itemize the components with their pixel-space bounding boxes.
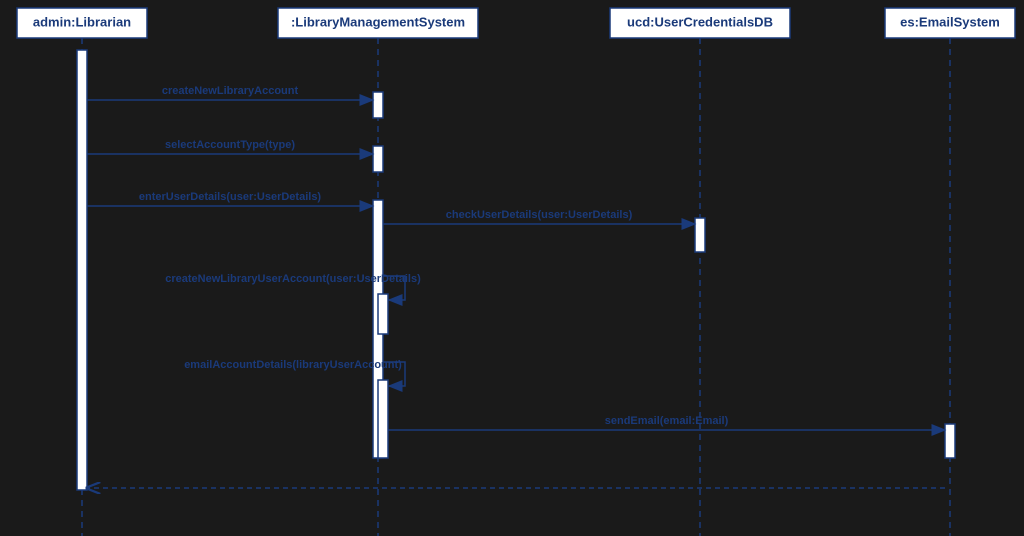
activation-es bbox=[945, 424, 955, 458]
message-label-6: sendEmail(email:Email) bbox=[605, 415, 729, 427]
message-label-4: createNewLibraryUserAccount(user:UserDet… bbox=[165, 273, 421, 285]
lifeline-label-lms: :LibraryManagementSystem bbox=[291, 14, 465, 29]
lifeline-label-ucd: ucd:UserCredentialsDB bbox=[627, 14, 773, 29]
message-label-2: enterUserDetails(user:UserDetails) bbox=[139, 191, 322, 203]
lifeline-label-es: es:EmailSystem bbox=[900, 14, 1000, 29]
activation-lms bbox=[373, 146, 383, 172]
message-label-5: emailAccountDetails(libraryUserAccount) bbox=[184, 359, 402, 371]
activation-admin bbox=[77, 50, 87, 490]
activation-ucd bbox=[695, 218, 705, 252]
activation-lms bbox=[378, 294, 388, 334]
message-label-3: checkUserDetails(user:UserDetails) bbox=[446, 209, 633, 221]
lifeline-label-admin: admin:Librarian bbox=[33, 14, 131, 29]
sequence-diagram: admin:Librarian :LibraryManagementSystem u… bbox=[0, 0, 1024, 536]
message-label-0: createNewLibraryAccount bbox=[162, 85, 299, 97]
activation-lms bbox=[373, 92, 383, 118]
message-label-1: selectAccountType(type) bbox=[165, 139, 295, 151]
activation-lms bbox=[378, 380, 388, 458]
